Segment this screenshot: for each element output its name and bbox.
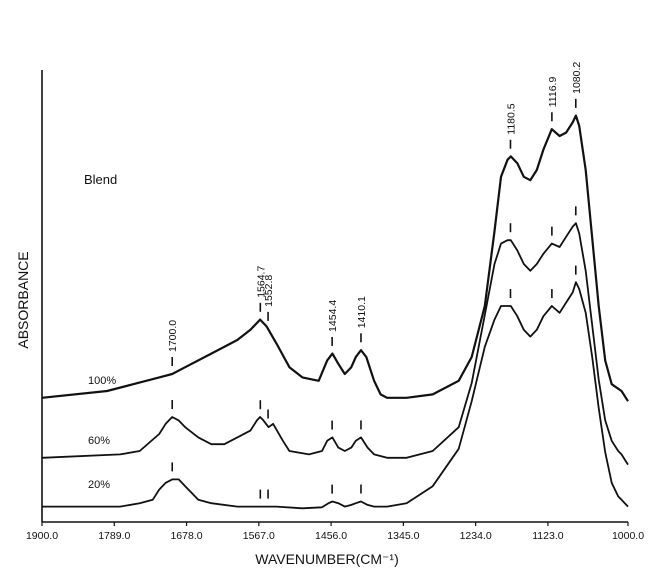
x-tick-label: 1345.0 bbox=[387, 530, 419, 542]
peak-label: 1080.2 bbox=[571, 62, 583, 94]
peak-label: 1564.7 bbox=[255, 266, 267, 298]
series-label: 60% bbox=[88, 435, 110, 447]
series-label: 20% bbox=[88, 479, 110, 491]
series-lines: 100% 60% 20% bbox=[41, 114, 629, 510]
axes bbox=[41, 70, 628, 523]
x-tick-label: 1789.0 bbox=[98, 530, 130, 542]
peak-label: 1180.5 bbox=[505, 103, 517, 134]
y-axis-label: ABSORBANCE bbox=[15, 251, 31, 348]
peak-label: 1410.1 bbox=[356, 296, 368, 328]
x-ticks: 1900.0 1789.0 1678.0 1567.0 1456.0 1345.0 1234… bbox=[26, 522, 644, 542]
x-tick-label: 1234.0 bbox=[460, 530, 492, 542]
peak-label: 1116.9 bbox=[547, 77, 559, 108]
x-tick-label: 1678.0 bbox=[170, 530, 202, 542]
series-line bbox=[41, 114, 629, 402]
peak-label: 1552.8 bbox=[263, 275, 275, 307]
x-tick-label: 1123.0 bbox=[532, 530, 563, 542]
series-line bbox=[42, 281, 629, 510]
chart-labels: ABSORBANCE WAVENUMBER(CM⁻¹) Blend bbox=[15, 172, 399, 567]
blend-annotation: Blend bbox=[84, 172, 117, 187]
peak-label: 1700.0 bbox=[167, 320, 179, 352]
x-tick-label: 1456.0 bbox=[315, 530, 347, 542]
x-axis-label: WAVENUMBER(CM⁻¹) bbox=[255, 551, 399, 567]
x-tick-label: 1000.0 bbox=[612, 530, 644, 542]
series-line bbox=[41, 222, 629, 466]
x-tick-label: 1567.0 bbox=[243, 530, 275, 542]
series-label: 100% bbox=[88, 375, 116, 387]
peak-label: 1454.4 bbox=[327, 300, 339, 332]
x-tick-label: 1900.0 bbox=[26, 530, 58, 542]
